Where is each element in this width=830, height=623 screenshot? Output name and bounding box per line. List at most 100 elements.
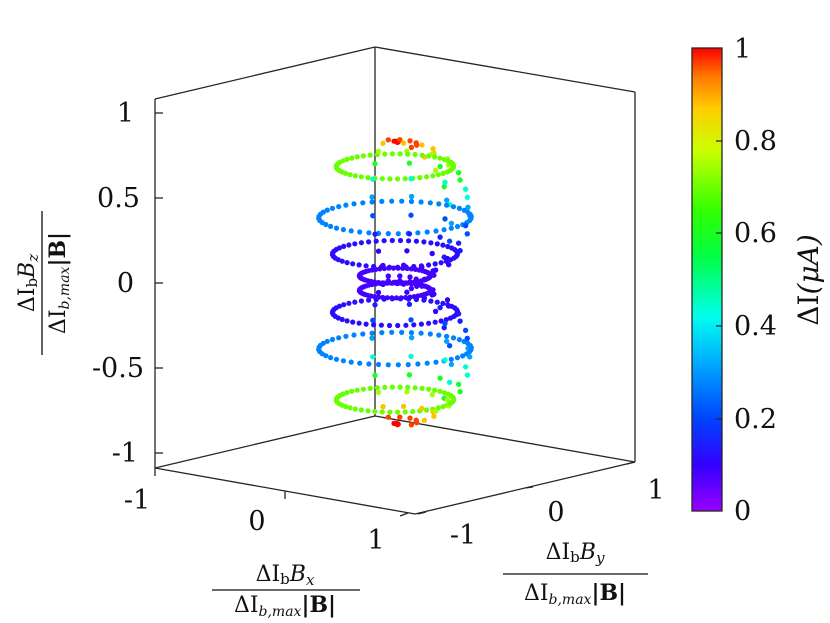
x-axis-ticks xyxy=(154,468,409,517)
data-point xyxy=(418,321,424,327)
data-point xyxy=(379,198,385,204)
data-point xyxy=(397,137,403,143)
data-point xyxy=(437,155,443,161)
data-point xyxy=(329,205,336,211)
data-point xyxy=(440,300,446,306)
data-point xyxy=(448,220,454,226)
data-point xyxy=(366,361,372,367)
data-point xyxy=(395,176,401,182)
data-point xyxy=(413,140,419,146)
data-point xyxy=(354,154,360,160)
data-point xyxy=(440,170,446,176)
data-point xyxy=(357,360,363,366)
data-point xyxy=(406,231,412,237)
data-point xyxy=(433,359,439,365)
data-point xyxy=(372,408,378,415)
data-point xyxy=(457,177,463,183)
data-point xyxy=(363,263,369,269)
data-point xyxy=(397,273,403,279)
data-point xyxy=(401,262,407,268)
data-point xyxy=(456,311,462,317)
data-point xyxy=(408,144,414,150)
data-point xyxy=(390,265,397,271)
data-point xyxy=(395,421,401,427)
data-point xyxy=(372,302,378,308)
data-point xyxy=(372,231,378,237)
data-point xyxy=(399,329,405,335)
data-point xyxy=(360,200,366,206)
z-axis-label: ΔIbBz ΔIb,max|B| xyxy=(15,211,73,355)
data-point xyxy=(457,318,463,324)
data-point xyxy=(341,302,347,308)
data-point xyxy=(397,414,403,420)
data-point xyxy=(444,333,450,339)
data-point xyxy=(395,362,401,368)
data-point xyxy=(408,422,414,428)
data-point xyxy=(413,238,419,244)
data-point xyxy=(437,234,443,240)
data-point xyxy=(457,389,463,395)
data-point xyxy=(375,289,382,296)
data-point xyxy=(457,248,463,254)
data-point xyxy=(328,355,334,361)
data-point xyxy=(389,329,395,335)
data-point xyxy=(432,154,438,160)
data-point xyxy=(389,198,395,204)
y-tick-mark xyxy=(524,486,534,489)
colorbar-tick-labels: 0 0.2 0.4 0.6 0.8 1 xyxy=(734,34,777,527)
data-point xyxy=(447,343,453,349)
data-point xyxy=(405,362,411,368)
data-point xyxy=(438,260,444,266)
data-point xyxy=(440,242,446,248)
data-point xyxy=(444,338,450,344)
data-point xyxy=(397,296,404,302)
data-point xyxy=(407,415,413,421)
data-point xyxy=(380,140,386,146)
x-tick-labels: -1 0 1 xyxy=(124,485,385,556)
data-point xyxy=(346,242,352,248)
data-point xyxy=(365,175,371,181)
data-point xyxy=(429,292,435,298)
data-point xyxy=(428,240,434,246)
data-point xyxy=(463,223,469,229)
data-point xyxy=(336,245,343,251)
data-point xyxy=(424,174,430,180)
data-point xyxy=(437,375,443,381)
data-point xyxy=(437,163,443,170)
data-point xyxy=(358,174,364,180)
data-point xyxy=(344,156,350,162)
z-tick-label: 1 xyxy=(117,98,134,129)
z-tick-labels: 1 0.5 0 -0.5 -1 xyxy=(92,98,144,469)
data-point xyxy=(450,335,457,341)
data-point xyxy=(408,280,415,287)
data-point xyxy=(393,295,400,301)
data-point xyxy=(367,152,373,158)
box-edge xyxy=(154,46,376,100)
data-point xyxy=(385,231,391,237)
data-point xyxy=(336,303,343,309)
data-point xyxy=(440,404,446,410)
data-point xyxy=(404,389,410,395)
y-tick-labels: -1 0 1 xyxy=(450,475,665,551)
data-point xyxy=(348,228,354,234)
data-point xyxy=(421,297,427,303)
data-point xyxy=(413,417,419,423)
data-point xyxy=(424,229,430,235)
data-point xyxy=(371,322,377,328)
data-point xyxy=(363,321,369,327)
svg-text:ΔIbBx: ΔIbBx xyxy=(256,562,315,589)
data-point xyxy=(340,391,346,397)
data-point xyxy=(406,372,412,378)
data-point xyxy=(328,223,334,229)
x-tick-label: 0 xyxy=(248,506,265,537)
data-point xyxy=(381,296,387,302)
data-point xyxy=(433,267,439,273)
data-point xyxy=(352,299,358,305)
data-point xyxy=(426,386,432,392)
data-point xyxy=(386,265,392,271)
data-point xyxy=(430,287,436,293)
data-point xyxy=(431,272,437,278)
data-point xyxy=(442,216,448,222)
colorbar: 0 0.2 0.4 0.6 0.8 1 ΔI(μA) xyxy=(691,34,825,527)
data-point xyxy=(385,273,391,279)
